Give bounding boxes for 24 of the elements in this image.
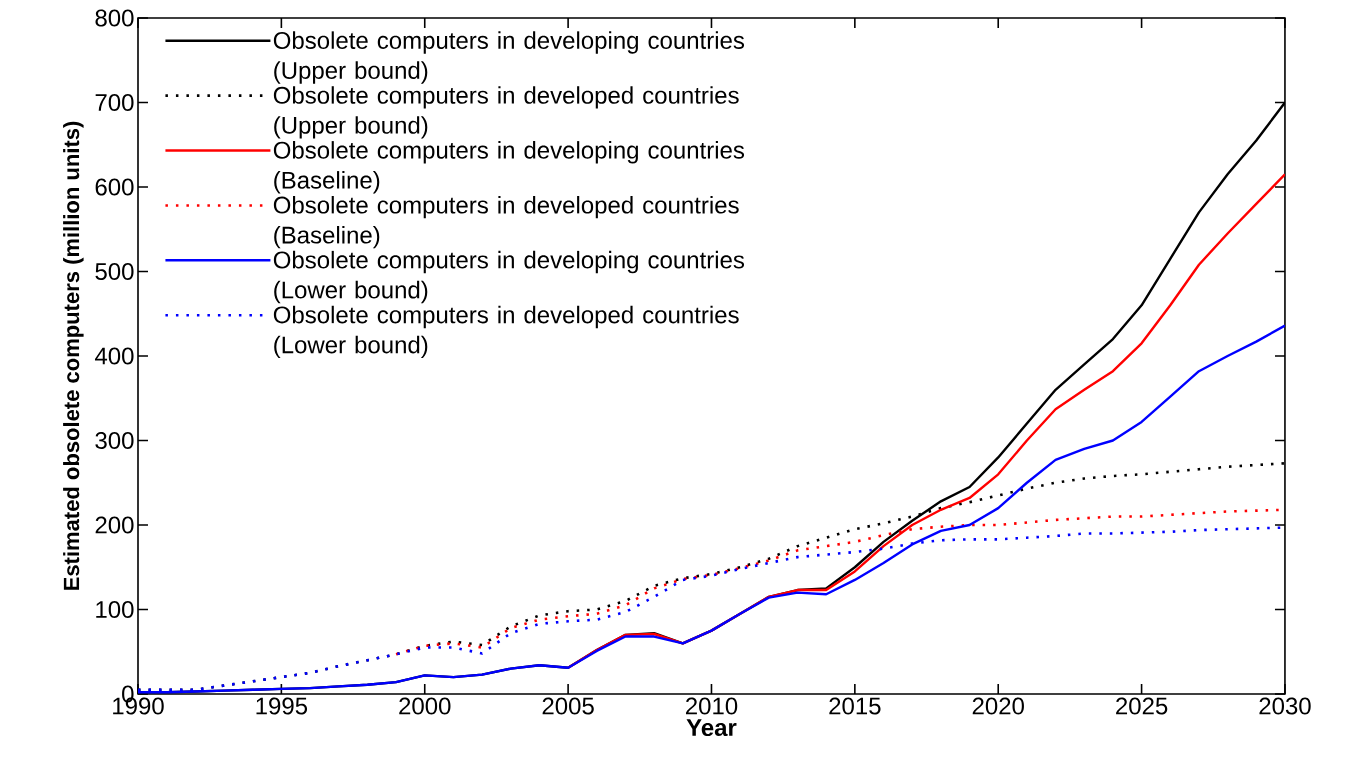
x-tick-label: 2020 <box>972 697 1024 715</box>
x-tick-label: 2015 <box>829 697 881 715</box>
legend-label: Obsolete computers in developed countries (Upper bound) <box>273 86 739 139</box>
y-tick-label: 500 <box>95 263 134 280</box>
x-tick-label: 2000 <box>399 697 451 715</box>
legend-label: Obsolete computers in developed countries (Baseline) <box>273 195 739 249</box>
x-tick-label: 2030 <box>1259 697 1311 715</box>
y-tick-label: 600 <box>95 178 134 196</box>
legend-label: Obsolete computers in developing countries (Upper bound) <box>273 31 745 84</box>
legend-label: Obsolete computers in developing countries (Lower bound) <box>273 250 745 304</box>
y-axis-title: Estimated obsolete computers (million units) <box>63 121 84 590</box>
x-tick-label: 2005 <box>542 697 594 715</box>
y-tick-label: 300 <box>95 432 134 449</box>
y-tick-label: 100 <box>96 601 134 618</box>
x-axis-title: Year <box>686 719 737 737</box>
y-tick-label: 800 <box>95 9 134 27</box>
x-tick-label: 1995 <box>256 697 308 715</box>
y-tick-label: 400 <box>94 347 134 365</box>
legend-label: Obsolete computers in developing countries (Baseline) <box>273 141 745 194</box>
legend-label: Obsolete computers in developed countries (Lower bound) <box>273 305 739 359</box>
x-tick-label: 2010 <box>685 697 738 715</box>
x-tick-label: 2025 <box>1116 697 1168 715</box>
y-tick-label: 700 <box>95 93 134 111</box>
y-tick-label: 200 <box>95 516 134 534</box>
